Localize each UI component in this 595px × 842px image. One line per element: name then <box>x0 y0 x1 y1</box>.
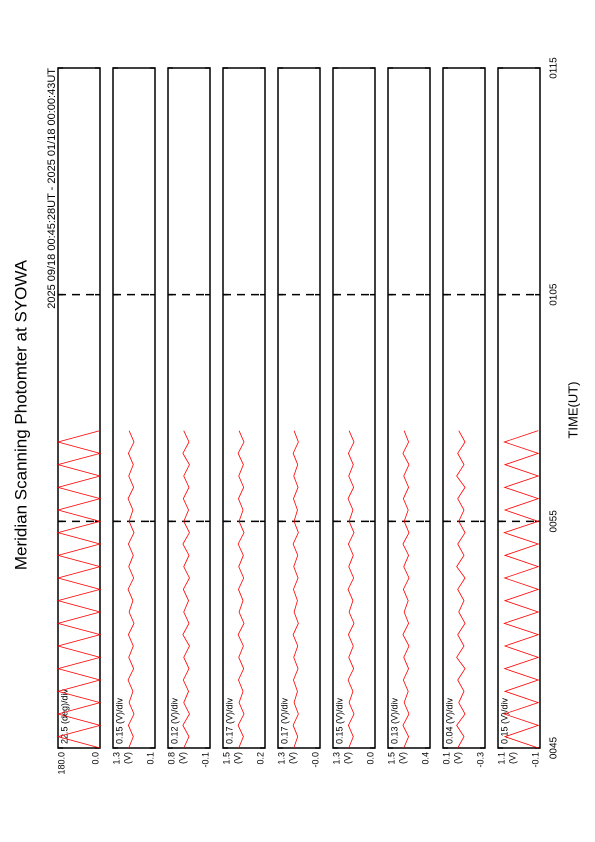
data-line <box>237 430 245 749</box>
y-tick-label: 180.0 <box>56 752 66 775</box>
scale-label: 22.5 (deg)/div <box>59 688 69 744</box>
y-tick-label: -0.1 <box>530 752 540 768</box>
y-unit: (V) <box>287 752 297 764</box>
scale-label: 0.17 (V)/div <box>224 697 234 744</box>
x-tick-label: 0055 <box>549 510 560 533</box>
data-line <box>456 430 466 749</box>
scale-label: 0.12 (V)/div <box>169 697 179 744</box>
panel-frame <box>442 67 486 749</box>
y-tick-label: -0.0 <box>310 752 320 768</box>
y-tick-label: 1.5 <box>221 752 231 765</box>
panel-frame <box>497 67 541 749</box>
data-line <box>347 430 355 749</box>
y-tick-label: 0.8 <box>166 752 176 765</box>
scale-label: 0.15 (V)/div <box>334 697 344 744</box>
y-unit: (V) <box>342 752 352 764</box>
scale-label: 0.04 (V)/div <box>444 697 454 744</box>
y-unit: (V) <box>177 752 187 764</box>
y-tick-label: 0.4 <box>420 752 430 765</box>
y-tick-label: 0.0 <box>90 752 100 765</box>
y-tick-label: 0.2 <box>255 752 265 765</box>
y-unit: (V) <box>397 752 407 764</box>
y-tick-label: 1.3 <box>111 752 121 765</box>
scale-label: 0.17 (V)/div <box>279 697 289 744</box>
panel-frame <box>222 67 266 749</box>
y-tick-label: 1.1 <box>496 752 506 765</box>
y-unit: (V) <box>507 752 517 764</box>
panel-frame <box>167 67 211 749</box>
y-tick-label: 0.0 <box>365 752 375 765</box>
y-tick-label: 1.5 <box>386 752 396 765</box>
y-unit: (V) <box>122 752 132 764</box>
scale-label: 0.13 (V)/div <box>389 697 399 744</box>
y-unit: (V) <box>232 752 242 764</box>
x-tick-label: 0045 <box>549 736 560 759</box>
panel-frame <box>57 67 101 749</box>
y-tick-label: -0.3 <box>475 752 485 768</box>
data-line <box>56 430 102 749</box>
y-tick-label: 0.1 <box>145 752 155 765</box>
data-line <box>503 430 540 749</box>
y-unit: (V) <box>452 752 462 764</box>
panel-frame <box>277 67 321 749</box>
chart-subtitle: 2025 09/18 00:45:28UT - 2025 01/18 00:00… <box>46 68 58 309</box>
x-tick-label: 0105 <box>549 283 560 306</box>
panel-frame <box>332 67 376 749</box>
rotated-chart: Meridian Scanning Photomter at SYOWA 202… <box>11 57 580 775</box>
scale-label: 0.15 (V)/div <box>499 697 509 744</box>
x-tick-label: 0115 <box>549 57 560 79</box>
scale-label: 0.15 (V)/div <box>114 697 124 744</box>
data-line <box>402 430 410 749</box>
data-line <box>292 430 299 749</box>
y-tick-label: 0.1 <box>441 752 451 765</box>
y-tick-label: 1.3 <box>331 752 341 765</box>
panel-frame <box>387 67 431 749</box>
data-line <box>127 430 135 749</box>
chart-title: Meridian Scanning Photomter at SYOWA <box>11 259 30 570</box>
data-line <box>182 430 190 749</box>
panel-frame <box>112 67 156 749</box>
y-tick-label: -0.1 <box>200 752 210 768</box>
y-tick-label: 1.3 <box>276 752 286 765</box>
x-axis-label: TIME(UT) <box>565 381 580 438</box>
